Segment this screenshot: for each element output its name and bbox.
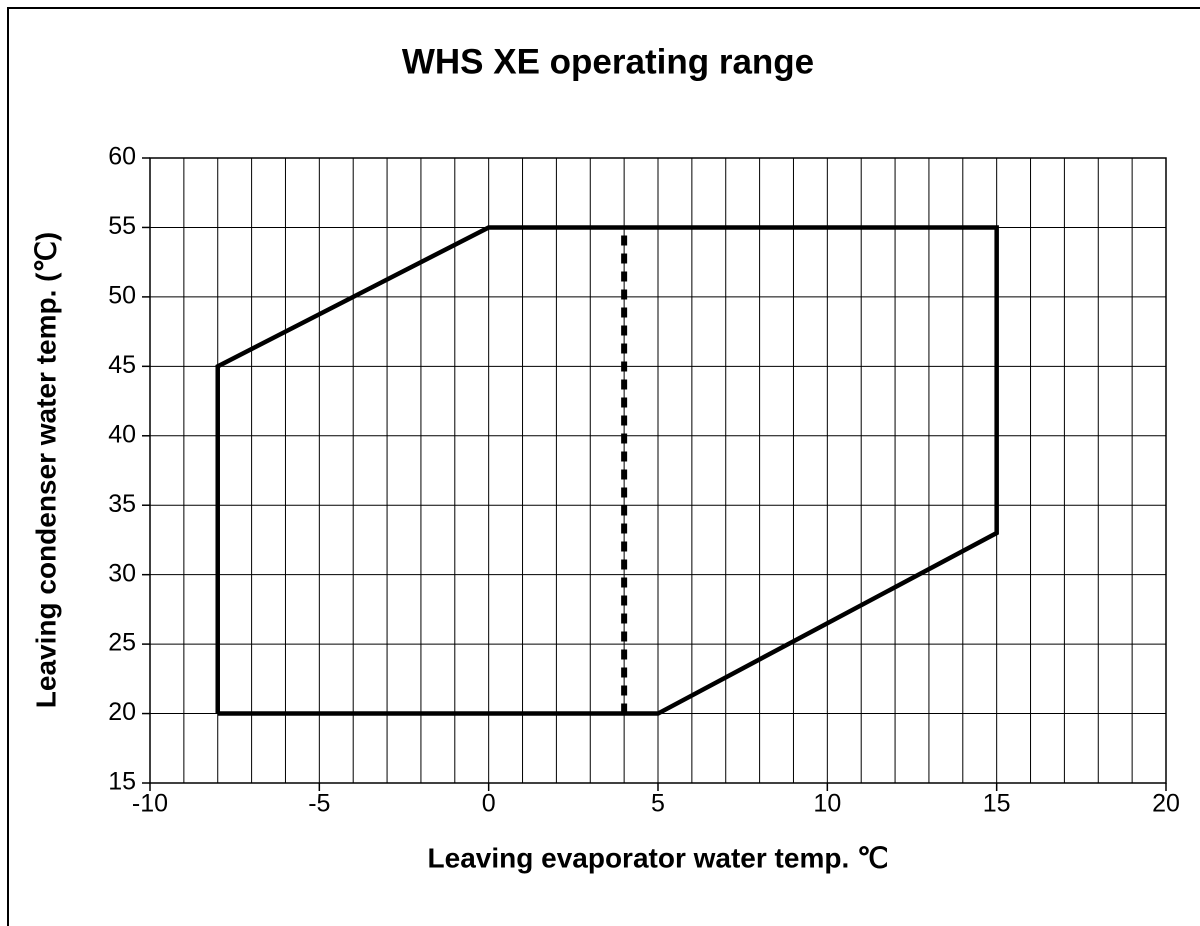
y-tick-label: 20	[108, 698, 136, 726]
y-axis-label: Leaving condenser water temp. (℃)	[30, 232, 61, 708]
y-tick-label: 30	[108, 559, 136, 587]
x-tick-label: 20	[1152, 790, 1180, 818]
range-boundary	[215, 225, 999, 716]
x-tick-label: -10	[132, 790, 168, 818]
y-tick-label: 60	[108, 143, 136, 171]
y-tick-label: 40	[108, 420, 136, 448]
x-tick-label: 10	[813, 790, 841, 818]
y-tick-label: 55	[108, 212, 136, 240]
x-axis-label: Leaving evaporator water temp. ℃	[428, 842, 889, 873]
x-tick-label: -5	[308, 790, 330, 818]
chart-title: WHS XE operating range	[402, 42, 814, 81]
y-tick-label: 25	[108, 629, 136, 657]
x-tick-label: 15	[983, 790, 1011, 818]
y-tick-label: 35	[108, 490, 136, 518]
y-tick-label: 15	[108, 768, 136, 796]
x-tick-label: 5	[651, 790, 665, 818]
y-tick-label: 50	[108, 281, 136, 309]
y-tick-label: 45	[108, 351, 136, 379]
plot-border	[149, 157, 1167, 784]
x-tick-label: 0	[482, 790, 496, 818]
